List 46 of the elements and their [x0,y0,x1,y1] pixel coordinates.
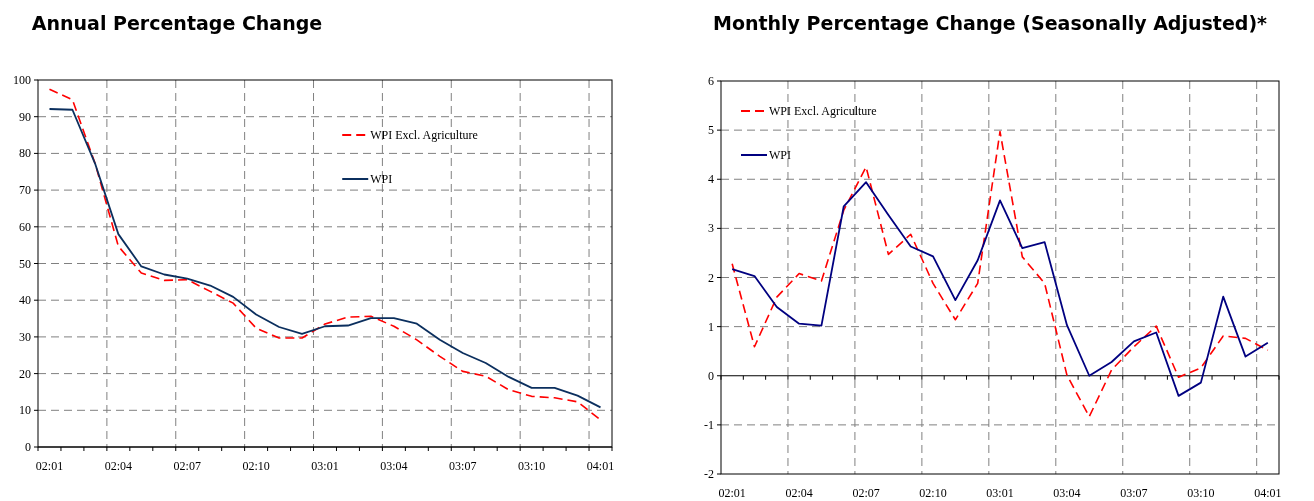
x-tick-label: 03:07 [1120,486,1148,500]
y-tick-label: 0 [708,368,714,383]
y-tick-label: 80 [19,146,31,161]
x-tick-label: 03:01 [311,459,339,473]
x-tick-label: 02:10 [242,459,270,473]
x-tick-label: 03:01 [986,486,1014,500]
y-tick-label: 20 [19,366,31,381]
y-tick-label: 4 [708,172,714,187]
y-tick-label: 40 [19,293,31,308]
y-tick-label: -2 [704,467,714,481]
x-tick-label: 03:10 [1187,486,1215,500]
legend-label: WPI Excl. Agriculture [769,104,877,118]
y-tick-label: 70 [19,183,31,198]
x-tick-label: 02:07 [852,486,880,500]
legend-label: WPI Excl. Agriculture [370,128,478,142]
x-tick-label: 02:01 [35,459,64,473]
y-tick-label: 60 [19,219,31,234]
y-tick-label: 90 [19,109,31,124]
x-tick-label: 02:04 [104,459,133,473]
x-tick-label: 02:04 [785,486,813,500]
line-series [731,181,1269,397]
y-tick-label: -1 [704,417,714,432]
x-tick-label: 02:01 [718,486,746,500]
y-tick-label: 10 [19,403,31,418]
y-tick-label: 2 [708,270,714,285]
chart-title: Monthly Percentage Change (Seasonally Adjusted)* [712,12,1268,34]
x-tick-label: 03:04 [1053,486,1081,500]
y-tick-label: 30 [19,329,31,344]
y-tick-label: 6 [708,74,714,88]
x-tick-label: 03:07 [449,459,477,473]
line-series [731,130,1269,418]
x-tick-label: 02:10 [919,486,947,500]
chart-title: Annual Percentage Change [31,12,323,34]
y-tick-label: 5 [708,123,714,138]
x-tick-label: 04:01 [1254,486,1282,500]
x-tick-label: 03:04 [380,459,408,473]
x-tick-label: 03:10 [517,459,546,473]
y-tick-label: 1 [708,319,714,334]
y-tick-label: 100 [13,73,31,87]
y-tick-label: 50 [19,256,31,271]
legend-label: WPI [769,148,791,162]
y-tick-label: 3 [708,221,714,236]
legend-label: WPI [370,172,393,186]
y-tick-label: 0 [25,440,31,454]
x-tick-label: 02:07 [173,459,201,473]
x-tick-label: 04:01 [586,459,615,473]
